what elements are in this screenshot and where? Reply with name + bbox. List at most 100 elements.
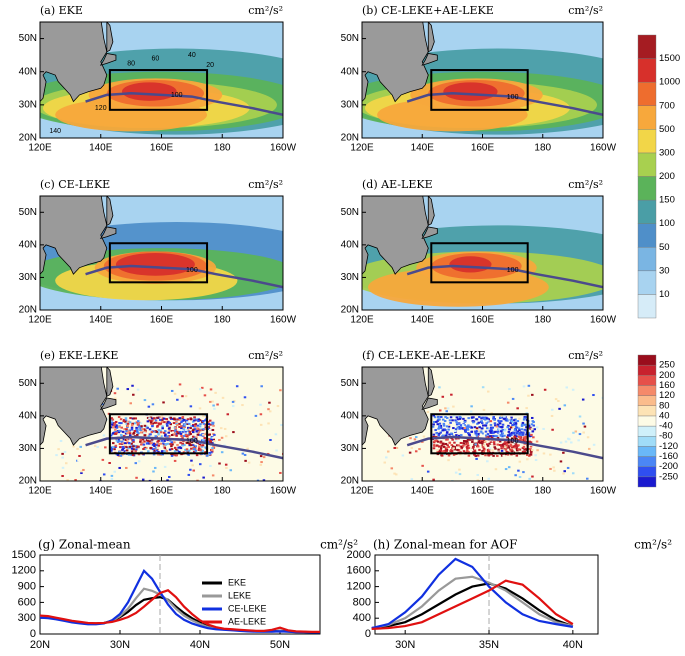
eke-diff-cell (162, 442, 165, 445)
eke-diff-cell (201, 421, 204, 424)
eke-diff-cell (126, 388, 130, 391)
eke-diff-cell (488, 442, 491, 445)
eke-diff-cell (442, 447, 445, 450)
eke-diff-cell (197, 447, 201, 450)
eke-diff-cell (170, 434, 174, 437)
eke-diff-cell (260, 385, 263, 388)
eke-diff-cell (241, 452, 245, 455)
eke-diff-cell (459, 425, 463, 428)
eke-diff-cell (476, 479, 480, 481)
eke-diff-cell (572, 431, 575, 434)
eke-diff-cell (472, 416, 475, 419)
eke-diff-cell (128, 421, 132, 424)
eke-diff-cell (529, 451, 533, 454)
eke-diff-cell (485, 427, 489, 430)
eke-diff-cell (439, 449, 443, 452)
legend-label: EKE (228, 577, 246, 587)
eke-diff-cell (474, 443, 477, 446)
eke-diff-cell (191, 420, 195, 423)
eke-diff-cell (212, 436, 215, 439)
eke-diff-cell (121, 453, 124, 456)
eke-diff-cell (216, 403, 219, 406)
colorbar-cell (637, 476, 657, 488)
eke-diff-cell (185, 448, 189, 451)
eke-diff-cell (582, 422, 585, 425)
eke-diff-cell (160, 450, 164, 453)
eke-diff-cell (484, 418, 487, 421)
eke-diff-cell (484, 454, 487, 457)
land (427, 196, 435, 226)
eke-diff-cell (179, 425, 183, 428)
eke-diff-cell (541, 449, 544, 452)
eke-diff-cell (208, 453, 211, 456)
eke-diff-cell (175, 448, 178, 451)
eke-diff-cell (145, 400, 148, 403)
eke-diff-cell (571, 388, 575, 391)
colorbar-label: 80 (659, 400, 670, 411)
eke-diff-cell (211, 421, 215, 424)
eke-diff-cell (491, 449, 494, 452)
eke-diff-cell (495, 425, 499, 428)
eke-diff-cell (445, 425, 449, 428)
eke-diff-cell (165, 423, 169, 426)
eke-diff-cell (61, 475, 64, 478)
colorbar-label: 200 (659, 370, 675, 381)
eke-diff-cell (124, 417, 128, 420)
eke-diff-cell (587, 447, 591, 450)
eke-diff-cell (125, 422, 129, 425)
eke-diff-cell (484, 434, 488, 437)
eke-diff-cell (564, 440, 568, 443)
x-tick-label: 160W (590, 315, 617, 326)
eke-diff-cell (207, 440, 210, 443)
eke-diff-cell (226, 413, 230, 416)
eke-diff-cell (196, 427, 199, 430)
analysis-box (108, 69, 209, 111)
eke-diff-cell (129, 417, 132, 420)
eke-diff-cell (192, 428, 195, 431)
eke-diff-cell (515, 426, 519, 429)
x-tick-label: 140E (411, 315, 435, 326)
eke-diff-cell (516, 449, 519, 452)
eke-diff-cell (166, 446, 169, 449)
eke-diff-cell (523, 450, 527, 453)
eke-diff-cell (187, 453, 190, 456)
eke-diff-cell (489, 420, 493, 423)
eke-diff-cell (529, 453, 532, 456)
eke-diff-cell (157, 442, 161, 445)
eke-diff-cell (492, 416, 495, 419)
eke-diff-cell (393, 472, 396, 475)
eke-diff-cell (176, 418, 179, 421)
eke-diff-cell (160, 431, 163, 434)
eke-diff-cell (482, 408, 486, 411)
eke-diff-cell (491, 431, 495, 434)
eke-diff-cell (211, 423, 215, 426)
eke-diff-cell (432, 443, 436, 446)
eke-diff-cell (168, 421, 171, 424)
eke-diff-cell (110, 423, 114, 426)
eke-diff-cell (218, 462, 221, 465)
eke-diff-cell (267, 422, 270, 425)
y-tick-label: 30N (19, 272, 37, 283)
eke-diff-cell (498, 432, 502, 435)
eke-diff-cell (496, 464, 500, 467)
x-tick-label: 160E (471, 486, 495, 497)
eke-diff-cell (186, 426, 190, 429)
y-tick-label: 1600 (347, 565, 371, 577)
eke-diff-cell (518, 439, 521, 442)
eke-diff-cell (110, 463, 113, 466)
eke-diff-cell (487, 454, 491, 457)
eke-field (122, 82, 177, 101)
eke-diff-cell (490, 442, 494, 445)
contour-100 (406, 264, 603, 289)
eke-diff-cell (101, 458, 105, 461)
eke-diff-cell (492, 417, 495, 420)
eke-diff-cell (503, 418, 507, 421)
eke-diff-cell (509, 448, 512, 451)
eke-diff-cell (120, 438, 123, 441)
contour-label: 100 (186, 267, 198, 274)
colorbar-cell (637, 294, 657, 319)
eke-diff-cell (554, 398, 558, 401)
eke-diff-cell (153, 466, 157, 469)
eke-diff-cell (448, 441, 452, 444)
